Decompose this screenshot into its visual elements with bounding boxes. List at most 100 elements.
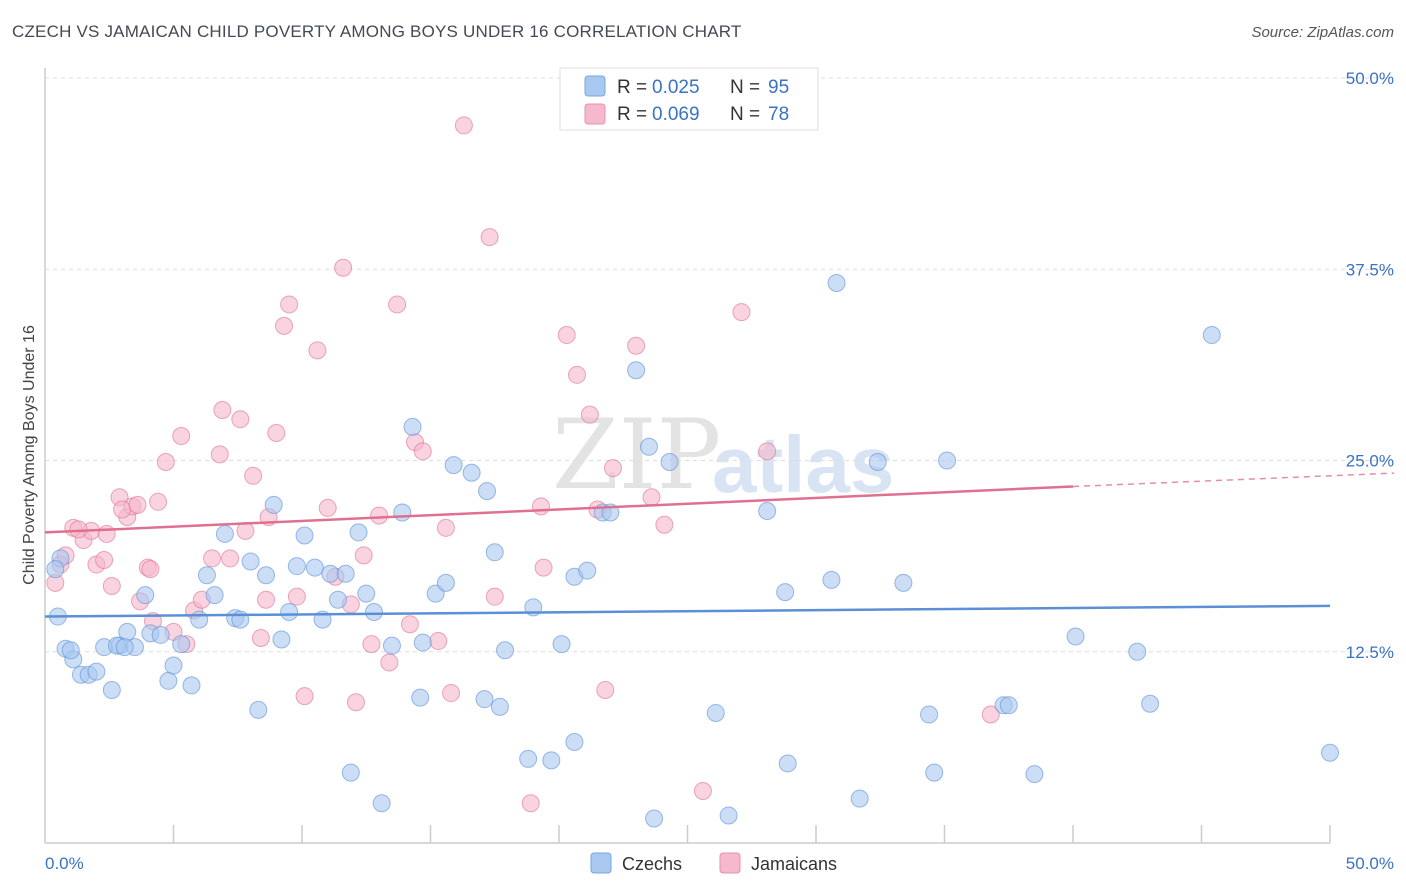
jamaicans-point [318,498,337,517]
bottom-legend-label-czechs: Czechs [622,854,682,874]
czechs-point [1202,326,1221,345]
czechs-point [496,641,515,660]
jamaicans-point [454,116,473,135]
jamaicans-point [95,550,114,569]
jamaicans-point [257,590,276,609]
jamaicans-point [203,549,222,568]
jamaicans-point [429,632,448,651]
czechs-point [136,586,155,605]
jamaicans-point [346,693,365,712]
czechs-point [215,524,234,543]
jamaicans-point [380,653,399,672]
czechs-point [920,705,939,724]
czechs-point [349,523,368,542]
x-ticks [172,825,1331,843]
czechs-point [341,763,360,782]
trend-lines [44,472,1395,618]
jamaicans-point [128,495,147,514]
jamaicans-point [210,445,229,464]
x-tick-label-min: 0.0% [45,854,84,873]
jamaicans-point [275,316,294,335]
czechs-point [552,635,571,654]
czechs-point [46,560,65,579]
czechs-point [778,754,797,773]
jamaicans-point [534,558,553,577]
jamaicans-point [521,794,540,813]
y-tick-labels: 12.5% 25.0% 37.5% 50.0% [1346,69,1394,662]
y-tick-label: 12.5% [1346,643,1394,662]
czechs-point [462,463,481,482]
jamaicans-point [280,295,299,314]
czechs-point [172,635,191,654]
czechs-point [280,602,299,621]
jamaicans-point [97,524,116,543]
jamaicans-point [141,560,160,579]
jamaicans-point [213,401,232,420]
jamaicans-point [400,615,419,634]
czechs-point [1141,694,1160,713]
czechs-point [827,274,846,293]
czechs-point [490,697,509,716]
czechs-point [190,610,209,629]
jamaicans-point [354,546,373,565]
jamaicans-point [485,587,504,606]
czechs-point [257,566,276,585]
jamaicans-point [532,497,551,516]
watermark-zip: ZIP [552,399,721,511]
czechs-point [364,602,383,621]
czechs-point [411,688,430,707]
czechs-point [868,453,887,472]
jamaicans-point [231,410,250,429]
czechs-point [328,590,347,609]
bottom-legend-label-jamaicans: Jamaicans [751,854,837,874]
jamaicans-point [149,492,168,511]
legend-swatch-czechs [584,75,606,97]
bottom-legend-swatch-czechs [590,852,612,874]
legend-bottom: Czechs Jamaicans [590,852,837,874]
jamaicans-point [287,587,306,606]
jamaicans-point [981,705,1000,724]
czechs-point [850,789,869,808]
czechs-point [151,625,170,644]
y-axis-label: Child Poverty Among Boys Under 16 [21,325,38,585]
jamaicans-point [627,336,646,355]
czechs-point [542,751,561,770]
jamaicans-point [102,576,121,595]
jamaicans-point [557,326,576,345]
czechs-point [660,453,679,472]
jamaicans-point [388,295,407,314]
jamaicans-point [244,466,263,485]
czechs-point [1128,642,1147,661]
czechs-point [1025,765,1044,784]
legend-r-value-czechs: 0.025 [652,77,700,98]
czechs-point [478,482,497,501]
czechs-point [159,671,178,690]
jamaicans-point [251,628,270,647]
chart-title: CZECH VS JAMAICAN CHILD POVERTY AMONG BO… [12,22,742,41]
y-tick-label: 37.5% [1346,260,1394,279]
czechs-point [485,543,504,562]
jamaicans-point [442,684,461,703]
czechs-point [115,638,134,657]
czechs-point [182,676,201,695]
legend-r-label-czechs: R = [617,77,647,98]
jamaicans-point [156,453,175,472]
czechs-point [776,583,795,602]
czechs-point [627,361,646,380]
jamaicans-point [370,506,389,525]
jamaicans-point [413,442,432,461]
legend-n-label-czechs: N = [730,77,760,98]
czechs-point [382,636,401,655]
jamaicans-point [295,687,314,706]
czechs-point [61,641,80,660]
czechs-point [413,633,432,652]
jamaicans-point [480,228,499,247]
czechs-point [403,417,422,436]
czechs-point [264,495,283,514]
czechs-point [894,573,913,592]
jamaicans-point [596,681,615,699]
czechs-point [87,662,106,681]
czechs-point [639,437,658,456]
jamaicans-point [267,423,286,442]
